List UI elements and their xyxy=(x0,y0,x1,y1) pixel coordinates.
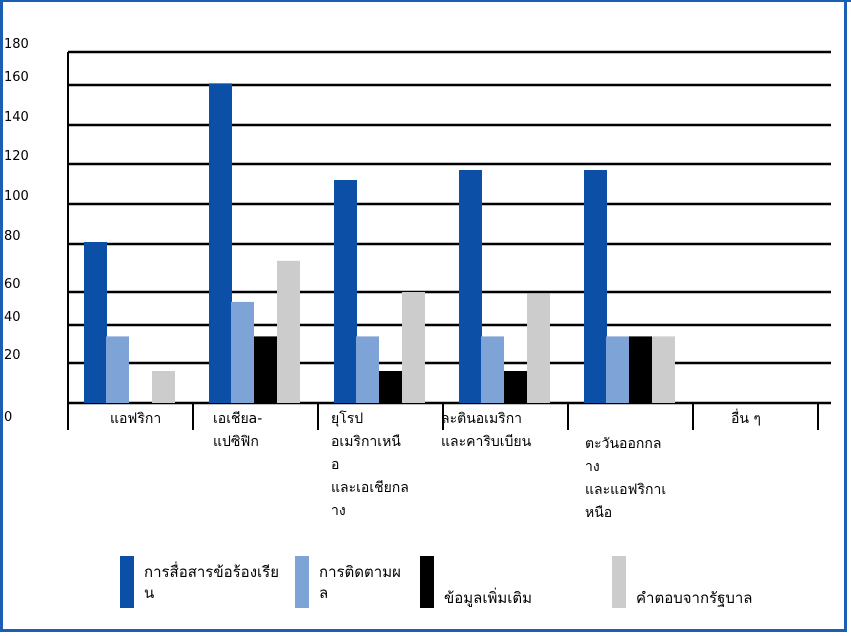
category-label: อเมริกาเหนื xyxy=(331,434,401,450)
bar xyxy=(106,336,129,403)
category-label: แปซิฟิก xyxy=(213,434,259,450)
legend-label: ล xyxy=(319,584,328,602)
y-tick-label: 60 xyxy=(4,277,21,292)
top-border xyxy=(0,0,851,2)
category-label: หนือ xyxy=(585,505,612,521)
category-label: และคาริบเบียน xyxy=(441,434,532,450)
bar xyxy=(629,336,652,403)
category-label: ยุโรป xyxy=(331,410,363,427)
bar xyxy=(402,292,425,403)
category-label: อ xyxy=(331,457,339,473)
y-tick-label: 20 xyxy=(4,348,21,363)
bar xyxy=(334,180,357,403)
legend-swatch xyxy=(612,556,626,608)
y-tick-label: 140 xyxy=(4,110,29,125)
bar xyxy=(231,301,254,403)
bar xyxy=(606,336,629,403)
bar xyxy=(504,371,527,403)
legend-label: การสื่อสารข้อร้องเรีย xyxy=(144,561,279,581)
legend-label: คำตอบจากรัฐบาล xyxy=(636,589,753,607)
legend-swatch xyxy=(120,556,134,608)
legend-swatch xyxy=(295,556,309,608)
bar xyxy=(356,336,379,403)
bar xyxy=(277,260,300,403)
category-label: และเอเชียกล xyxy=(331,480,409,496)
y-tick-label: 0 xyxy=(4,410,12,425)
legend-swatch xyxy=(420,556,434,608)
bar xyxy=(209,83,232,403)
y-tick-label: 120 xyxy=(4,149,29,164)
y-tick-label: 80 xyxy=(4,229,21,244)
bar xyxy=(84,242,107,403)
bar xyxy=(152,371,175,403)
category-label: เอเชียa- xyxy=(213,411,262,427)
bar xyxy=(459,170,482,403)
y-tick-label: 160 xyxy=(4,70,29,85)
bar xyxy=(527,293,550,403)
bar xyxy=(481,336,504,403)
legend-label: น xyxy=(144,584,154,602)
category-label: อื่น ๆ xyxy=(731,409,761,427)
y-tick-label: 100 xyxy=(4,189,29,204)
category-label: ตะวันออกกล xyxy=(585,436,661,452)
y-tick-label: 180 xyxy=(4,37,29,52)
bar xyxy=(584,170,607,403)
y-tick-label: 40 xyxy=(4,310,21,325)
legend-label: ข้อมูลเพิ่มเติม xyxy=(444,587,532,607)
category-label: และแอฟริกาเ xyxy=(585,482,666,498)
category-label: แอฟริกา xyxy=(110,411,161,427)
category-label: ละตินอเมริกา xyxy=(441,411,522,427)
bar xyxy=(652,336,675,403)
legend-label: การติดตามผ xyxy=(319,563,401,581)
bar xyxy=(379,371,402,403)
category-label: าง xyxy=(331,503,346,519)
bar xyxy=(254,336,277,403)
category-label: าง xyxy=(585,459,600,475)
